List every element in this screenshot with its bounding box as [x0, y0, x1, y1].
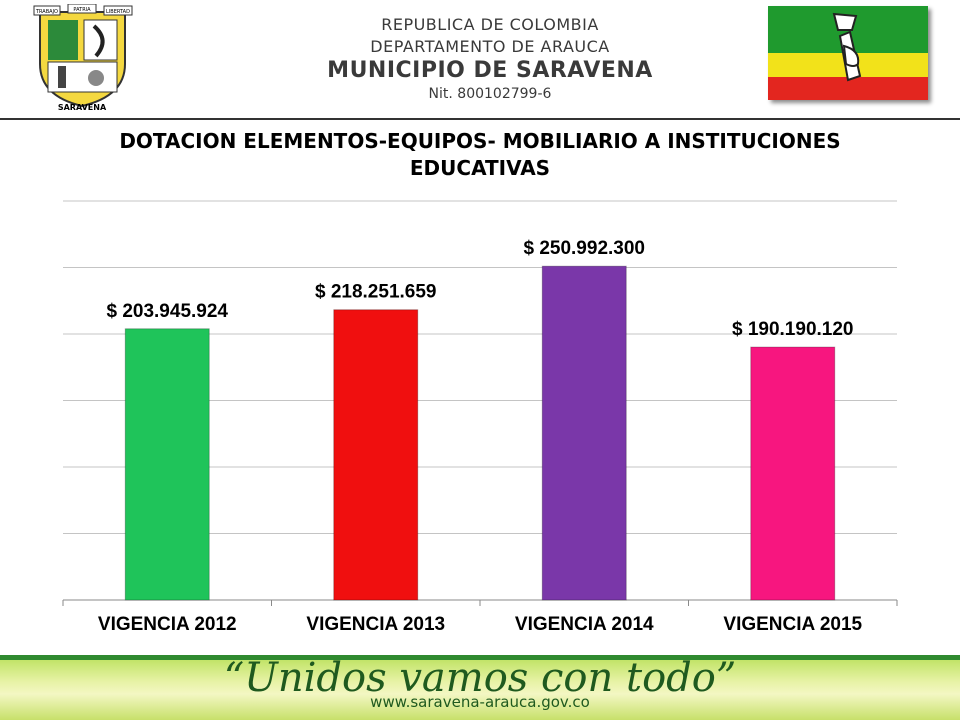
x-tick-label: VIGENCIA 2014	[515, 614, 654, 635]
torch-hand-icon	[832, 12, 862, 82]
crest-label-saravena: SARAVENA	[58, 103, 107, 112]
footer	[0, 655, 960, 720]
data-label: $ 203.945.924	[106, 301, 228, 322]
chart-data-labels: $ 203.945.924 $ 218.251.659 $ 250.992.300 $…	[106, 238, 853, 340]
website-link[interactable]: www.saravena-arauca.gov.co	[370, 693, 590, 711]
footer-top-band	[0, 655, 960, 660]
crest-label-libertad: LIBERTAD	[106, 9, 130, 15]
header: TRABAJO PATRIA LIBERTAD SARAVENA REPUBLI…	[0, 0, 960, 118]
header-divider	[0, 118, 960, 120]
x-tick-label: VIGENCIA 2012	[98, 614, 237, 635]
chart-title: DOTACION ELEMENTOS-EQUIPOS- MOBILIARIO A…	[119, 129, 841, 180]
municipality-name: MUNICIPIO DE SARAVENA	[327, 58, 653, 83]
municipal-crest-logo: TRABAJO PATRIA LIBERTAD SARAVENA	[33, 4, 133, 112]
country-name: REPUBLICA DE COLOMBIA	[381, 15, 599, 34]
organization-heading: REPUBLICA DE COLOMBIA DEPARTAMENTO DE AR…	[290, 14, 690, 104]
slogan: “Unidos vamos con todo”	[223, 655, 737, 701]
data-label: $ 218.251.659	[315, 282, 437, 303]
bar-vigencia-2013	[333, 309, 419, 601]
bar-vigencia-2015	[750, 346, 836, 601]
data-label: $ 250.992.300	[523, 238, 645, 259]
bar-vigencia-2012	[124, 328, 210, 601]
x-tick-label: VIGENCIA 2013	[306, 614, 445, 635]
x-tick-label: VIGENCIA 2015	[723, 614, 862, 635]
tax-id: Nit. 800102799-6	[428, 86, 552, 102]
bar-vigencia-2014	[541, 265, 627, 601]
crest-label-trabajo: TRABAJO	[35, 9, 58, 15]
data-label: $ 190.190.120	[732, 319, 854, 340]
department-name: DEPARTAMENTO DE ARAUCA	[370, 37, 610, 56]
crest-label-patria: PATRIA	[73, 7, 91, 13]
municipal-flag	[768, 6, 928, 100]
chart-bars	[124, 265, 836, 601]
chart-x-tick-labels: VIGENCIA 2012 VIGENCIA 2013 VIGENCIA 2014 V…	[98, 614, 863, 635]
